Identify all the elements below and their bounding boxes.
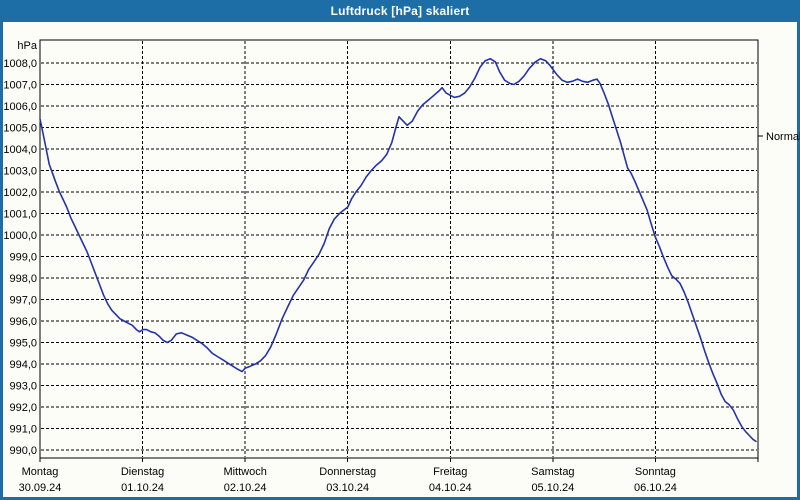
y-tick-label: 1005,0 (3, 123, 37, 135)
y-tick-label: 994,0 (9, 359, 37, 371)
chart-area: 1008,0 1007,0 1006,0 1005,0 1004,0 1003,0 1002… (3, 22, 800, 497)
window-title: Luftdruck [hPa] skaliert (330, 4, 470, 18)
y-tick-label: 995,0 (9, 338, 37, 350)
date-label: 04.10.24 (429, 482, 472, 494)
y-tick-label: 1003,0 (3, 166, 37, 178)
date-label: 06.10.24 (634, 482, 677, 494)
x-axis-labels: Montag 30.09.24 Dienstag 01.10.24 Mittwoch 02… (19, 466, 677, 494)
y-tick-label: 1004,0 (3, 144, 37, 156)
weekday-label: Sonntag (635, 466, 676, 478)
x-axis-ticks (39, 458, 759, 462)
normal-marker-label: Normal (766, 131, 800, 143)
vertical-gridlines (142, 41, 656, 457)
window-titlebar[interactable]: Luftdruck [hPa] skaliert (0, 0, 800, 22)
weekday-label: Mittwoch (223, 466, 266, 478)
y-axis-unit-label: hPa (17, 40, 37, 52)
weekday-label: Montag (22, 466, 59, 478)
y-tick-label: 993,0 (9, 381, 37, 393)
y-tick-label: 991,0 (9, 424, 37, 436)
date-label: 03.10.24 (326, 482, 369, 494)
weekday-label: Donnerstag (319, 466, 376, 478)
y-tick-label: 1002,0 (3, 187, 37, 199)
weekday-label: Freitag (433, 466, 467, 478)
y-axis-labels: 1008,0 1007,0 1006,0 1005,0 1004,0 1003,0 1002… (3, 58, 37, 457)
y-tick-label: 999,0 (9, 252, 37, 264)
y-tick-label: 1006,0 (3, 101, 37, 113)
date-label: 30.09.24 (19, 482, 62, 494)
pressure-line-series (39, 57, 757, 443)
weekday-label: Dienstag (121, 466, 164, 478)
plot-frame (39, 39, 759, 459)
y-tick-label: 1000,0 (3, 230, 37, 242)
y-tick-label: 998,0 (9, 273, 37, 285)
weekday-label: Samstag (531, 466, 574, 478)
date-label: 01.10.24 (121, 482, 164, 494)
date-label: 02.10.24 (224, 482, 267, 494)
horizontal-gridlines (41, 62, 757, 451)
y-tick-label: 1001,0 (3, 209, 37, 221)
y-tick-label: 992,0 (9, 402, 37, 414)
y-tick-label: 990,0 (9, 445, 37, 457)
y-tick-label: 996,0 (9, 316, 37, 328)
y-tick-label: 997,0 (9, 295, 37, 307)
y-tick-label: 1007,0 (3, 80, 37, 92)
date-label: 05.10.24 (531, 482, 574, 494)
y-tick-label: 1008,0 (3, 58, 37, 70)
